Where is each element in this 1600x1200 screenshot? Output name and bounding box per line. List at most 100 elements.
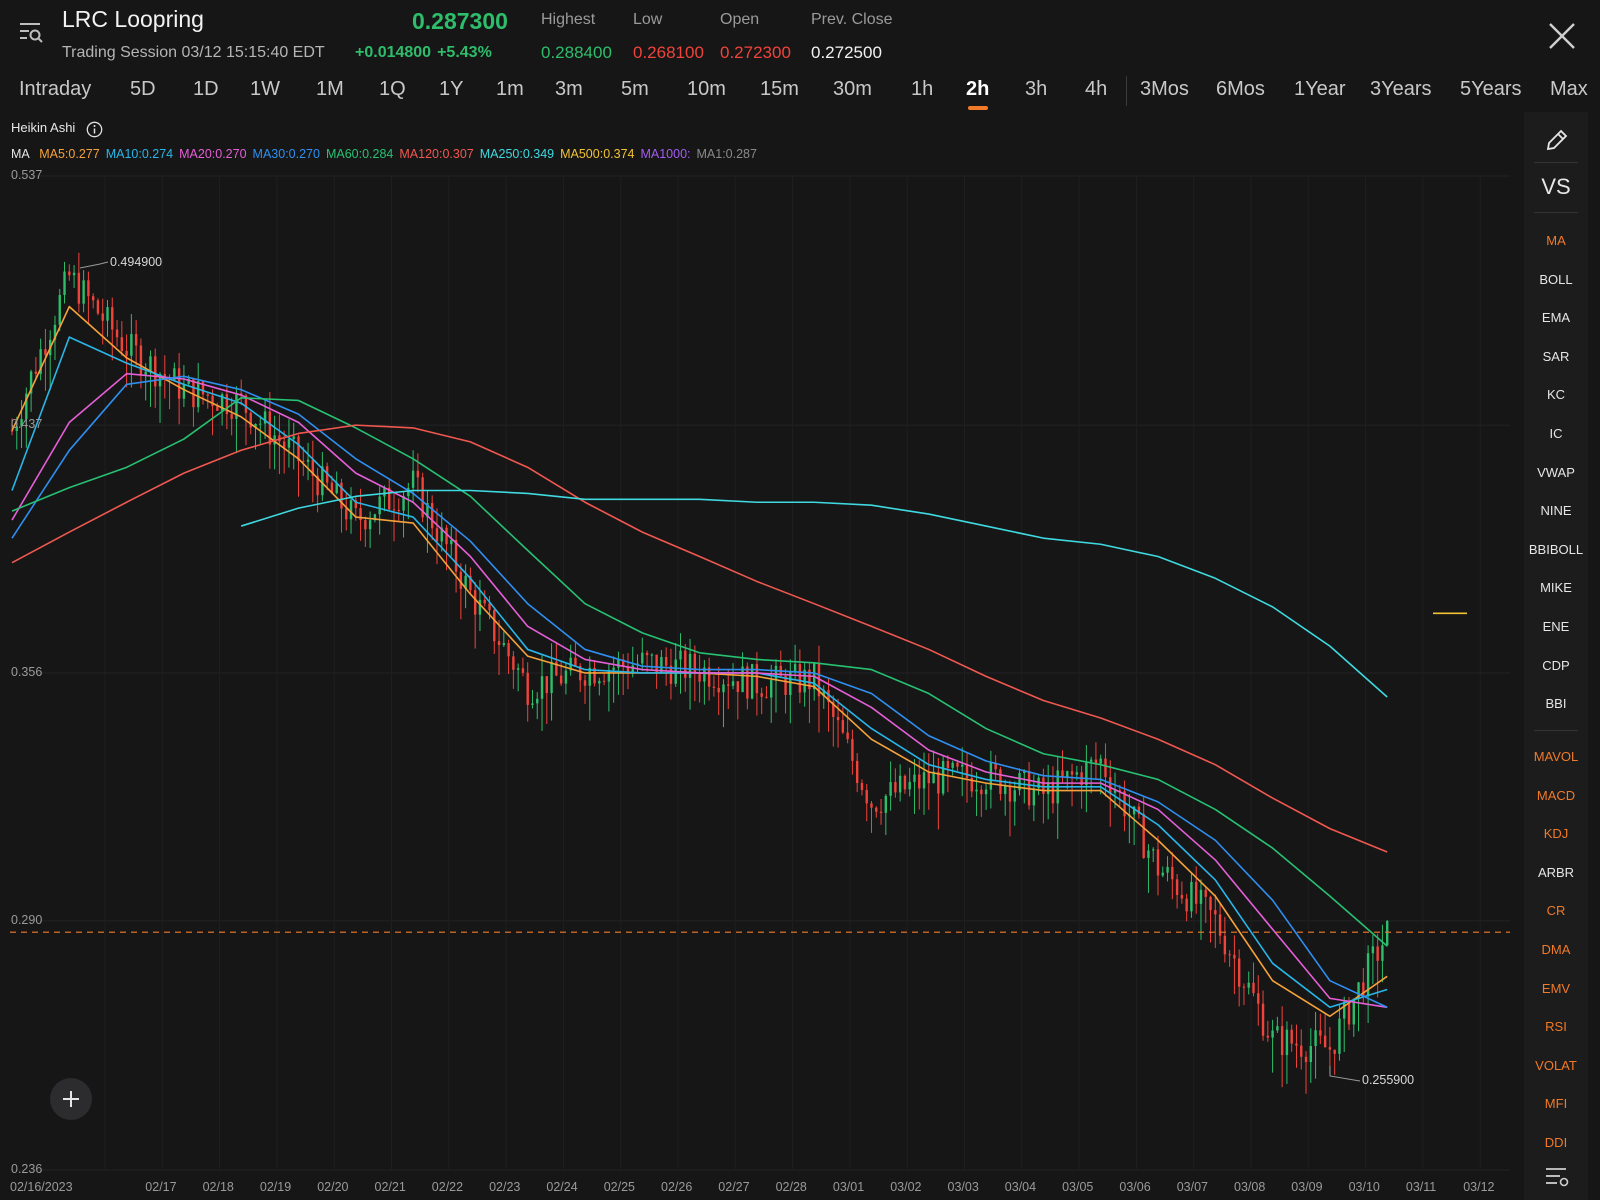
indicator-dma[interactable]: DMA (1541, 942, 1571, 957)
candle-body-down (1180, 894, 1184, 899)
indicator-ema[interactable]: EMA (1541, 310, 1571, 326)
add-drawing-button[interactable] (50, 1078, 92, 1120)
tab-3m[interactable]: 3m (555, 78, 583, 100)
candle-body-down (177, 368, 181, 399)
tab-1m[interactable]: 1M (316, 78, 344, 100)
candle-body-down (302, 460, 305, 462)
candle-body-up (1046, 782, 1050, 794)
indicator-bbi[interactable]: BBI (1545, 696, 1567, 712)
tab-1q[interactable]: 1Q (379, 78, 406, 100)
tab-5years[interactable]: 5Years (1460, 78, 1522, 100)
candle-body-down (684, 650, 687, 678)
indicator-emv[interactable]: EMV (1541, 980, 1571, 996)
candle-body-down (512, 656, 515, 670)
indicator-nine[interactable]: NINE (1540, 503, 1572, 519)
ma-legend-ma1: MA1:0.287 (696, 147, 757, 161)
candle-body-down (316, 475, 319, 496)
ma-line-ma30 (11, 375, 1388, 1009)
tab-3years[interactable]: 3Years (1370, 78, 1432, 100)
stat-value-low: 0.268100 (633, 43, 704, 62)
candle-body-down (120, 337, 124, 352)
candle-body-up (770, 680, 773, 698)
candle-body-up (951, 762, 954, 768)
tab-15m[interactable]: 15m (760, 78, 799, 100)
indicator-sar[interactable]: SAR (1542, 348, 1570, 364)
candle-body-down (980, 789, 983, 795)
candle-body-up (822, 689, 825, 697)
candle-body-down (903, 775, 907, 790)
tab-1h[interactable]: 1h (911, 78, 934, 100)
candle-body-up (440, 527, 443, 542)
compare-vs-button[interactable]: VS (1541, 174, 1571, 199)
candle-body-down (115, 329, 119, 338)
indicator-ma[interactable]: MA (1546, 233, 1566, 248)
chart-type-label[interactable]: Heikin Ashi (11, 120, 76, 135)
indicator-mfi[interactable]: MFI (1544, 1096, 1568, 1112)
candle-body-down (488, 603, 491, 611)
ma-legend[interactable]: MA MA5:0.277 MA10:0.274 MA20:0.270 MA30:0.2… (11, 147, 763, 161)
candle-body-up (688, 653, 692, 678)
tab-3h[interactable]: 3h (1025, 78, 1048, 100)
pencil-icon[interactable] (1524, 124, 1588, 154)
candle-body-down (545, 676, 548, 694)
indicator-bbiboll[interactable]: BBIBOLL (1528, 541, 1584, 557)
candle-body-down (712, 686, 716, 688)
tab-2h[interactable]: 2h (966, 78, 990, 100)
indicator-mike[interactable]: MIKE (1540, 580, 1572, 596)
tab-4h[interactable]: 4h (1085, 78, 1108, 100)
tab-1w[interactable]: 1W (250, 78, 280, 100)
tab-5d[interactable]: 5D (130, 78, 156, 100)
indicator-ic[interactable]: IC (1549, 426, 1563, 441)
indicator-mavol[interactable]: MAVOL (1533, 749, 1579, 764)
indicator-kdj[interactable]: KDJ (1543, 826, 1569, 842)
candle-body-up (1381, 945, 1384, 961)
indicator-boll[interactable]: BOLL (1539, 271, 1573, 287)
indicator-rsi[interactable]: RSI (1545, 1019, 1567, 1035)
candle-body-down (827, 689, 830, 702)
header: LRC Loopring Trading Session 03/12 15:15… (0, 0, 1600, 72)
candle-body-down (555, 661, 558, 676)
candle-body-down (311, 459, 315, 476)
candle-body-down (459, 571, 463, 589)
stat-label-low: Low (633, 11, 663, 28)
candle-body-up (975, 789, 978, 792)
tab-intraday[interactable]: Intraday (19, 78, 92, 100)
price-chart[interactable] (0, 0, 1520, 1200)
candle-body-up (550, 661, 553, 694)
info-icon[interactable] (86, 121, 103, 138)
indicator-ddi[interactable]: DDI (1544, 1135, 1568, 1150)
indicator-cr[interactable]: CR (1546, 903, 1566, 919)
menu-search-icon[interactable] (18, 20, 44, 46)
candle-body-down (956, 762, 959, 767)
close-icon[interactable] (1546, 20, 1578, 52)
candle-body-up (235, 393, 238, 419)
tab-max[interactable]: Max (1550, 78, 1588, 100)
candle-body-up (741, 666, 744, 693)
indicator-vwap[interactable]: VWAP (1537, 464, 1575, 480)
candle-body-down (760, 693, 763, 697)
tab-5m[interactable]: 5m (621, 78, 649, 100)
candle-body-up (540, 676, 544, 699)
high-leader-line (79, 261, 109, 269)
tab-6mos[interactable]: 6Mos (1216, 78, 1265, 100)
indicator-cdp[interactable]: CDP (1542, 657, 1570, 673)
candle-body-up (287, 438, 291, 448)
tab-3mos[interactable]: 3Mos (1140, 78, 1189, 100)
tab-10m[interactable]: 10m (687, 78, 726, 100)
indicator-volat[interactable]: VOLAT (1535, 1057, 1577, 1073)
tab-1y[interactable]: 1Y (439, 78, 464, 100)
price-change: +0.014800 +5.43% (355, 44, 498, 62)
indicator-arbr[interactable]: ARBR (1537, 864, 1575, 880)
candle-body-up (173, 368, 176, 381)
indicator-settings-icon[interactable] (1524, 1164, 1588, 1190)
candle-body-up (407, 487, 410, 497)
tab-1d[interactable]: 1D (193, 78, 219, 100)
tab-30m[interactable]: 30m (833, 78, 872, 100)
candle-body-down (746, 666, 749, 699)
tab-1m[interactable]: 1m (496, 78, 524, 100)
indicator-kc[interactable]: KC (1546, 387, 1566, 403)
indicator-macd[interactable]: MACD (1536, 787, 1576, 803)
indicator-ene[interactable]: ENE (1542, 619, 1570, 634)
toolbar-divider (1534, 212, 1578, 213)
tab-1year[interactable]: 1Year (1294, 78, 1346, 100)
